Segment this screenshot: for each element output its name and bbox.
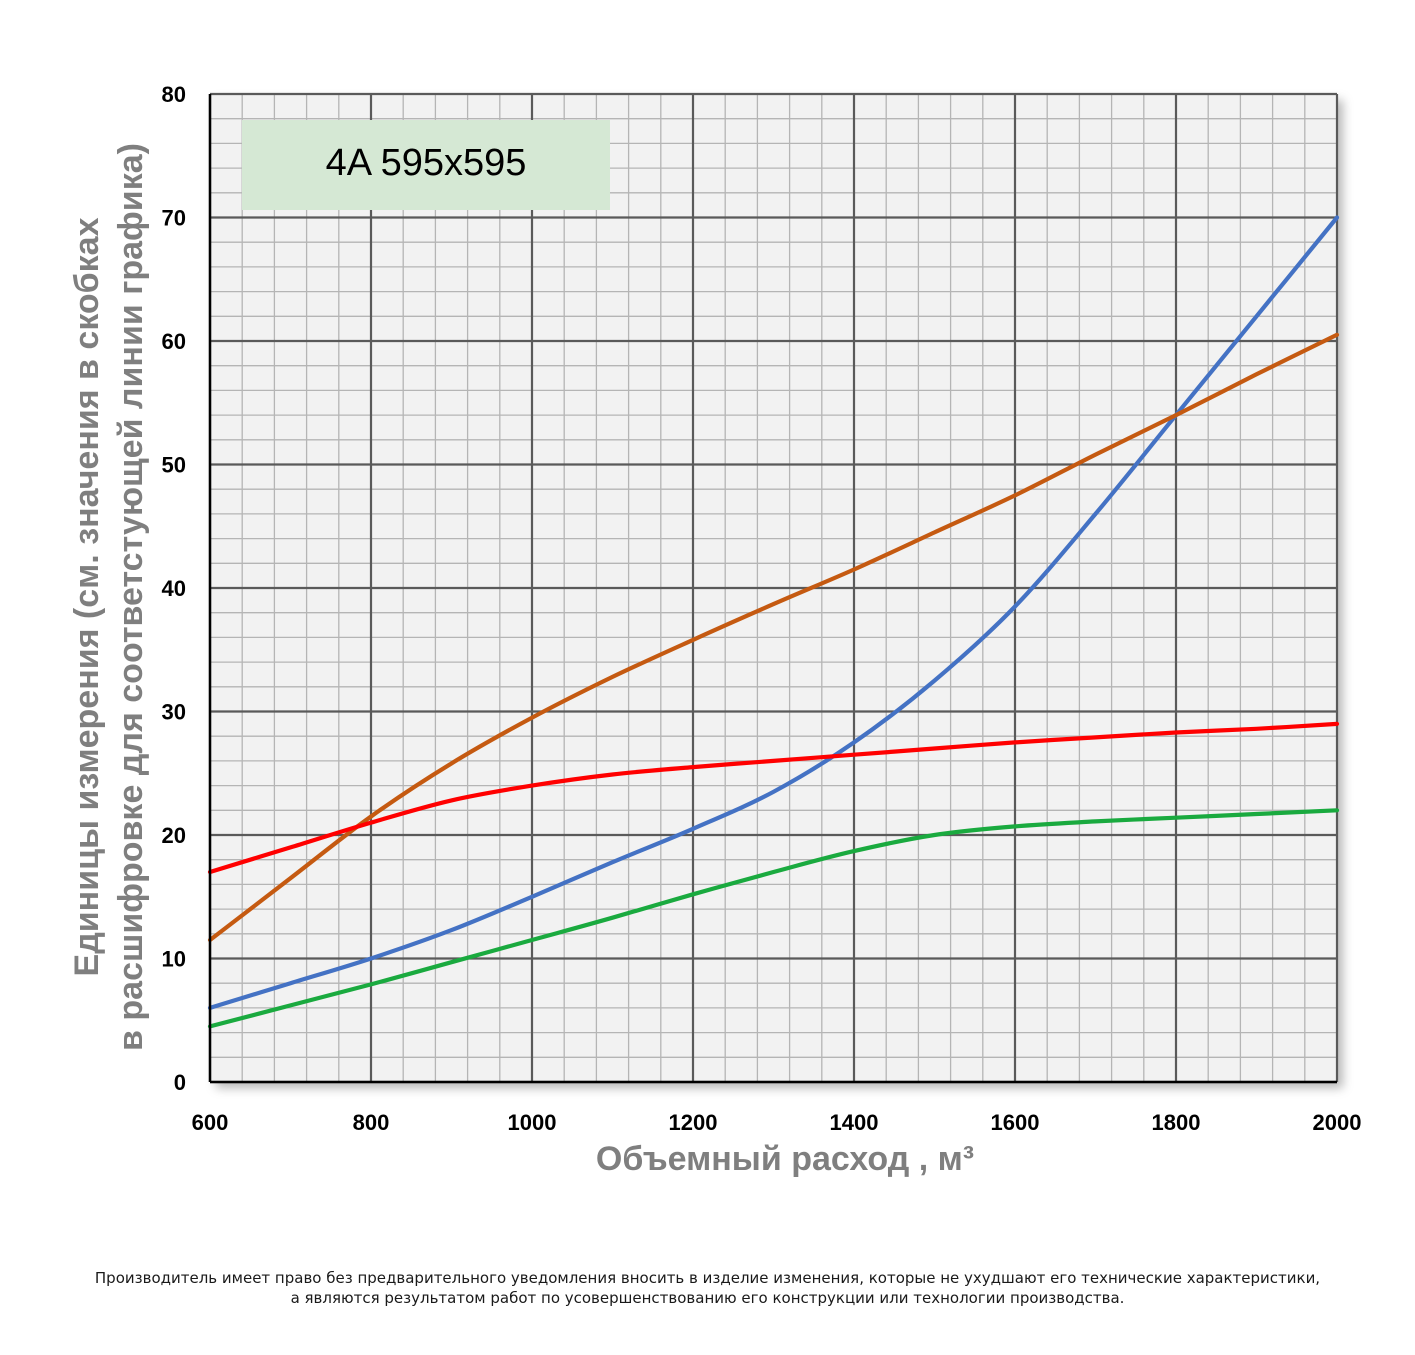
series-layer [207,215,1340,1029]
y-tick-label: 50 [162,453,186,478]
y-axis-title-line2: в расшифровке для соответстующей линии г… [112,143,150,1051]
x-tick-label: 1800 [1152,1110,1201,1135]
series-line-3 [207,721,1340,875]
chart-title-box: 4A 595x595 [242,120,610,210]
axes [208,94,1337,1084]
y-tick-label: 0 [174,1070,186,1095]
y-tick-label: 60 [162,329,186,354]
x-tick-labels: 600 800 1000 1200 1400 1600 1800 2000 [192,1110,1362,1135]
series-line-4 [207,808,1340,1029]
x-axis-title: Объемный расход , м³ [596,1140,974,1178]
y-tick-label: 80 [162,82,186,107]
chart-title: 4A 595x595 [326,142,527,184]
x-tick-label: 1000 [508,1110,557,1135]
y-tick-label: 70 [162,206,186,231]
x-tick-label: 600 [192,1110,229,1135]
y-tick-label: 40 [162,576,186,601]
y-tick-label: 30 [162,700,186,725]
footnote-line1: Производитель имеет право без предварите… [94,1269,1321,1287]
x-tick-label: 1200 [669,1110,718,1135]
x-tick-label: 2000 [1313,1110,1362,1135]
series-line-1 [207,215,1340,1010]
footnote: Производитель имеет право без предварите… [0,1268,1415,1308]
chart: 4A 595x595 600 800 1000 1200 1400 1600 1800 200… [68,82,1362,1178]
y-axis-title-line1: Единицы измерения (см. значения в скобка… [68,217,106,976]
series-line-2 [207,332,1340,943]
y-tick-label: 10 [162,947,186,972]
chart-title-background [242,120,610,210]
x-tick-label: 1600 [991,1110,1040,1135]
x-tick-label: 800 [353,1110,390,1135]
footnote-line2: а являются результатом работ по усоверше… [290,1289,1125,1307]
x-tick-label: 1400 [830,1110,879,1135]
y-tick-label: 20 [162,823,186,848]
y-tick-labels: 0 10 20 30 40 50 60 70 80 [162,82,186,1095]
